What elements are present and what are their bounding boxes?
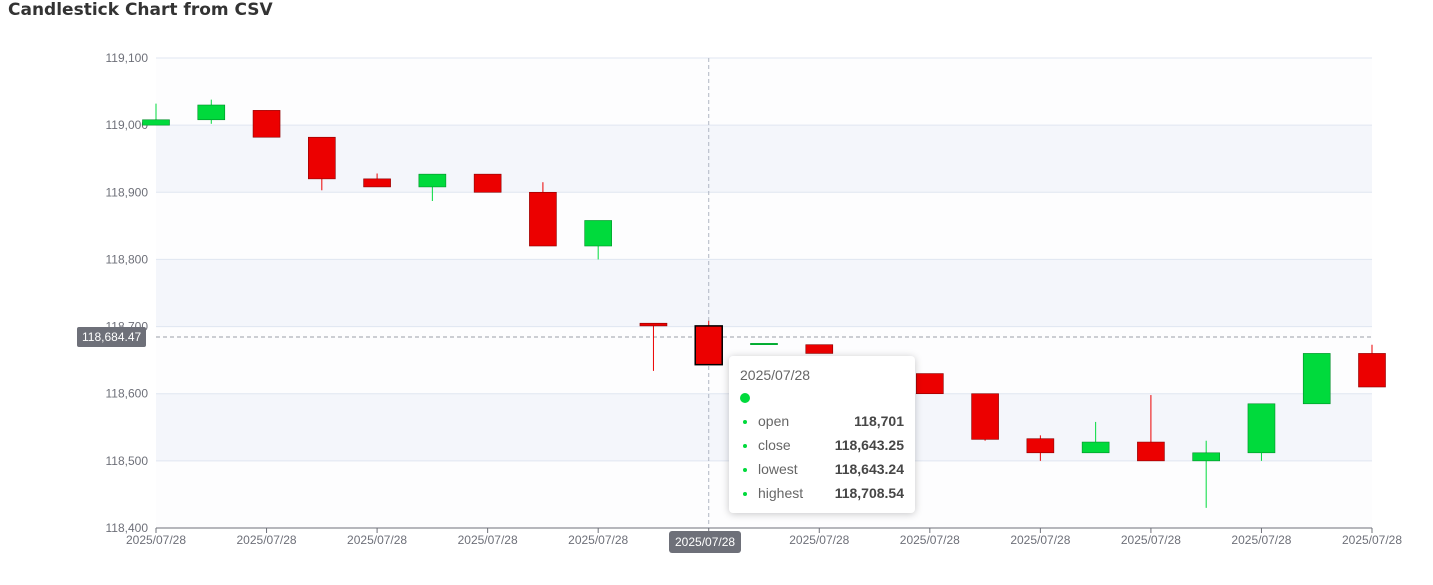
tooltip-series-dot <box>740 393 750 403</box>
candle <box>694 320 723 366</box>
x-tick-label: 2025/07/28 <box>568 533 628 547</box>
candle <box>252 110 281 138</box>
x-tick-label: 2025/07/28 <box>1342 533 1402 547</box>
y-tick-label: 118,500 <box>106 454 149 468</box>
y-tick-label: 118,400 <box>106 521 149 535</box>
tooltip-bullet <box>743 420 747 424</box>
candles <box>142 99 1386 508</box>
x-tick-label: 2025/07/28 <box>789 533 849 547</box>
chart-bands <box>156 58 1372 528</box>
y-tick-label: 118,800 <box>106 252 149 266</box>
tooltip-bullet <box>743 444 747 448</box>
candle-body <box>308 136 336 180</box>
x-tick-label: 2025/07/28 <box>347 533 407 547</box>
candle <box>1026 435 1055 461</box>
candle <box>418 173 447 202</box>
tooltip-label: lowest <box>758 461 798 477</box>
candle-body <box>694 325 723 366</box>
grid-band <box>156 58 1372 126</box>
candle-body <box>584 220 612 247</box>
x-tick-label: 2025/07/28 <box>458 533 518 547</box>
candle-body <box>142 119 170 126</box>
candle-body <box>805 344 834 354</box>
page-title: Candlestick Chart from CSV <box>8 0 273 20</box>
candle <box>1247 403 1276 461</box>
candle-body <box>1192 452 1220 462</box>
tooltip-row-lowest: lowest 118,643.24 <box>743 461 904 479</box>
candle-body <box>639 322 668 327</box>
candle <box>584 220 612 260</box>
x-tick-label: 2025/07/28 <box>900 533 960 547</box>
grid-band <box>156 125 1372 193</box>
tooltip-bullet <box>743 468 747 472</box>
candlestick-chart[interactable]: 119,100119,000118,900118,800118,700118,6… <box>0 0 1433 560</box>
candle-body <box>971 393 999 440</box>
x-tick-label: 2025/07/28 <box>1010 533 1070 547</box>
x-tick-label: 2025/07/28 <box>1231 533 1291 547</box>
candle <box>1358 344 1386 388</box>
candle <box>363 173 391 188</box>
candle <box>639 322 668 371</box>
candle <box>197 99 226 124</box>
tooltip-row-highest: highest 118,708.54 <box>743 485 904 503</box>
crosshair <box>156 58 1372 528</box>
tooltip-label: close <box>758 437 791 453</box>
tooltip-row-open: open 118,701 <box>743 413 904 431</box>
candle <box>308 136 336 191</box>
tooltip-row-close: close 118,643.25 <box>743 437 904 455</box>
tooltip-date: 2025/07/28 <box>740 367 811 383</box>
y-tick-label: 119,000 <box>106 118 149 132</box>
candle-body <box>916 373 944 395</box>
tooltip-bullet <box>743 492 747 496</box>
candle-body <box>473 173 502 193</box>
y-tick-label: 119,100 <box>106 51 149 65</box>
candle <box>805 344 834 354</box>
tooltip-value: 118,701 <box>854 413 904 429</box>
grid-lines <box>156 57 1372 462</box>
grid-band <box>156 259 1372 327</box>
tooltip-value: 118,643.25 <box>834 437 904 453</box>
y-tick-label: 118,900 <box>106 185 149 199</box>
x-axis: 2025/07/28 2025/07/28 2025/07/28 2025/07/28… <box>126 527 1402 547</box>
x-tick-label: 2025/07/28 <box>1121 533 1181 547</box>
candle-body <box>1137 441 1165 462</box>
tooltip: 2025/07/28 open 118,701 close 118,643.25… <box>729 356 915 513</box>
candle-body <box>363 178 391 188</box>
tooltip-label: open <box>758 413 790 429</box>
x-axis-pointer-label: 2025/07/28 <box>669 531 742 553</box>
tooltip-value: 118,643.24 <box>834 461 904 477</box>
candle-body <box>750 343 778 346</box>
candle <box>142 103 170 126</box>
y-tick-label: 118,600 <box>106 387 149 401</box>
candle <box>1137 395 1165 462</box>
candle-body <box>197 104 226 121</box>
candle <box>1081 421 1110 454</box>
candle <box>916 373 944 395</box>
candle-body <box>529 191 557 247</box>
grid-band <box>156 192 1372 260</box>
candle-body <box>418 173 447 188</box>
tooltip-label: highest <box>758 485 804 501</box>
y-axis: 119,100119,000118,900118,800118,700118,6… <box>106 51 149 535</box>
candle <box>529 182 557 247</box>
candle-body <box>1081 441 1110 454</box>
candle <box>971 393 999 441</box>
x-tick-label: 2025/07/28 <box>237 533 297 547</box>
x-tick-label: 2025/07/28 <box>126 533 186 547</box>
candle-body <box>1026 438 1055 454</box>
candle <box>473 173 502 193</box>
candle-body <box>1358 353 1386 388</box>
candle <box>1302 353 1331 405</box>
y-axis-pointer-label: 118,684.47 <box>77 327 147 347</box>
candle-body <box>1302 353 1331 405</box>
candle <box>1192 440 1220 508</box>
candle-body <box>252 110 281 138</box>
tooltip-value: 118,708.54 <box>834 485 904 501</box>
candle <box>750 343 778 346</box>
candle-body <box>1247 403 1276 454</box>
